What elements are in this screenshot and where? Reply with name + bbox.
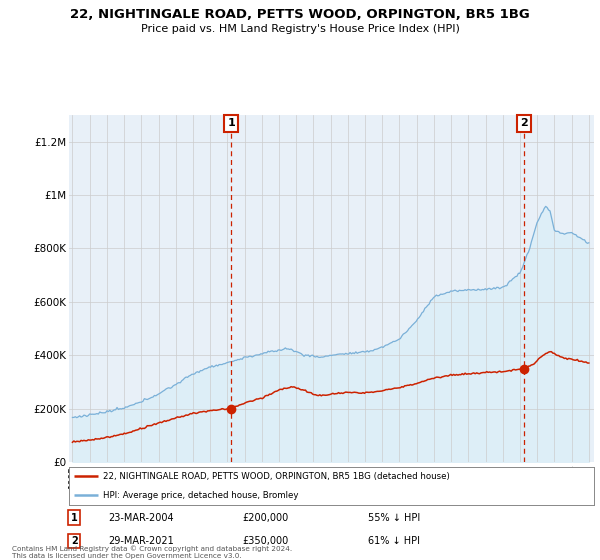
Text: 1: 1 (227, 119, 235, 128)
Text: 2: 2 (71, 536, 77, 546)
Text: HPI: Average price, detached house, Bromley: HPI: Average price, detached house, Brom… (103, 491, 299, 500)
Text: 1: 1 (71, 513, 77, 523)
Text: 29-MAR-2021: 29-MAR-2021 (109, 536, 174, 546)
Text: £200,000: £200,000 (242, 513, 289, 523)
Text: 61% ↓ HPI: 61% ↓ HPI (368, 536, 420, 546)
Text: 55% ↓ HPI: 55% ↓ HPI (368, 513, 421, 523)
Text: 23-MAR-2004: 23-MAR-2004 (109, 513, 174, 523)
Text: 22, NIGHTINGALE ROAD, PETTS WOOD, ORPINGTON, BR5 1BG: 22, NIGHTINGALE ROAD, PETTS WOOD, ORPING… (70, 8, 530, 21)
Text: Price paid vs. HM Land Registry's House Price Index (HPI): Price paid vs. HM Land Registry's House … (140, 24, 460, 34)
Text: 2: 2 (520, 119, 528, 128)
Text: Contains HM Land Registry data © Crown copyright and database right 2024.
This d: Contains HM Land Registry data © Crown c… (12, 546, 292, 559)
Text: £350,000: £350,000 (242, 536, 289, 546)
Text: 22, NIGHTINGALE ROAD, PETTS WOOD, ORPINGTON, BR5 1BG (detached house): 22, NIGHTINGALE ROAD, PETTS WOOD, ORPING… (103, 472, 450, 480)
